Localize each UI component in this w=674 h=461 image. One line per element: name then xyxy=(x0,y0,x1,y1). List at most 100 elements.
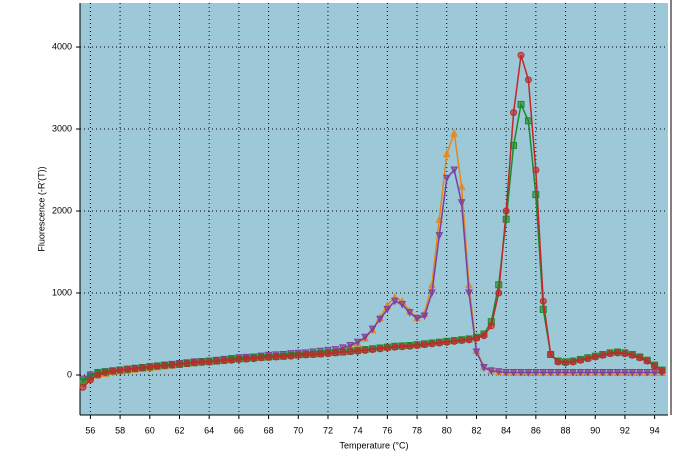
x-tick-label: 78 xyxy=(412,425,422,435)
x-tick-label: 60 xyxy=(145,425,155,435)
marker xyxy=(480,364,488,372)
x-tick-label: 70 xyxy=(293,425,303,435)
marker xyxy=(599,351,607,359)
x-axis-title: Temperature (°C) xyxy=(339,440,408,450)
marker xyxy=(576,369,585,377)
marker xyxy=(584,355,592,363)
x-tick-label: 86 xyxy=(531,425,541,435)
marker xyxy=(398,343,406,351)
marker xyxy=(576,356,584,364)
x-tick-label: 84 xyxy=(501,425,511,435)
marker xyxy=(413,314,421,323)
marker xyxy=(250,355,258,363)
marker xyxy=(554,369,562,377)
marker xyxy=(561,369,570,377)
marker xyxy=(420,312,429,321)
marker xyxy=(539,369,548,377)
marker xyxy=(413,341,421,349)
marker xyxy=(242,355,250,363)
marker xyxy=(116,366,124,374)
x-tick-label: 74 xyxy=(353,425,363,435)
marker xyxy=(324,350,332,358)
marker xyxy=(457,199,466,207)
marker xyxy=(613,369,622,377)
marker xyxy=(502,369,510,377)
marker xyxy=(138,364,146,372)
x-tick-label: 82 xyxy=(471,425,481,435)
x-tick-label: 76 xyxy=(382,425,392,435)
marker xyxy=(465,336,473,344)
x-tick-label: 68 xyxy=(264,425,274,435)
marker xyxy=(391,343,399,351)
marker xyxy=(517,100,525,108)
marker xyxy=(442,174,451,183)
x-tick-label: 72 xyxy=(323,425,333,435)
marker xyxy=(79,383,87,391)
marker xyxy=(383,344,391,352)
marker xyxy=(161,362,169,370)
marker xyxy=(465,289,473,298)
marker xyxy=(353,338,362,347)
marker xyxy=(547,350,555,358)
marker xyxy=(86,376,94,384)
marker xyxy=(406,342,414,350)
marker xyxy=(621,350,629,358)
marker xyxy=(643,357,651,365)
marker xyxy=(420,341,428,349)
x-tick-label: 58 xyxy=(115,425,125,435)
x-tick-label: 94 xyxy=(650,425,660,435)
marker xyxy=(183,360,191,368)
marker xyxy=(458,337,466,345)
marker xyxy=(346,348,354,356)
marker xyxy=(487,367,496,376)
marker xyxy=(614,349,622,357)
marker xyxy=(450,166,458,175)
marker xyxy=(510,109,518,117)
x-tick-label: 66 xyxy=(234,425,244,435)
y-tick-label: 0 xyxy=(67,369,72,379)
marker xyxy=(272,353,280,361)
marker xyxy=(131,364,139,372)
marker xyxy=(428,340,436,348)
y-axis-title: Fluorescence (-R'(T)) xyxy=(36,166,46,251)
marker xyxy=(635,369,644,377)
marker xyxy=(532,166,540,174)
marker xyxy=(376,315,384,324)
marker xyxy=(435,339,443,347)
marker xyxy=(546,369,555,377)
marker xyxy=(502,207,510,215)
marker xyxy=(517,51,525,59)
marker xyxy=(606,369,614,377)
marker xyxy=(294,351,302,359)
marker xyxy=(198,358,206,366)
marker xyxy=(361,333,369,342)
y-tick-label: 1000 xyxy=(52,287,72,297)
marker xyxy=(124,365,132,373)
marker xyxy=(317,350,325,358)
marker xyxy=(302,351,310,359)
x-tick-label: 80 xyxy=(442,425,452,435)
marker xyxy=(472,348,481,357)
marker xyxy=(390,297,399,306)
plot-area xyxy=(80,3,668,415)
marker xyxy=(146,363,154,371)
marker xyxy=(213,357,221,365)
marker xyxy=(628,351,636,359)
x-tick-label: 56 xyxy=(85,425,95,435)
marker xyxy=(487,322,495,330)
marker xyxy=(354,347,362,355)
marker xyxy=(606,350,614,358)
marker xyxy=(109,367,117,375)
y-tick-label: 3000 xyxy=(52,123,72,133)
x-tick-label: 88 xyxy=(561,425,571,435)
marker xyxy=(562,359,570,367)
x-tick-label: 64 xyxy=(204,425,214,435)
marker xyxy=(457,182,466,190)
x-tick-label: 92 xyxy=(620,425,630,435)
marker xyxy=(235,355,243,363)
marker xyxy=(383,305,392,314)
marker xyxy=(339,348,347,356)
marker xyxy=(584,369,592,377)
marker xyxy=(405,309,414,317)
